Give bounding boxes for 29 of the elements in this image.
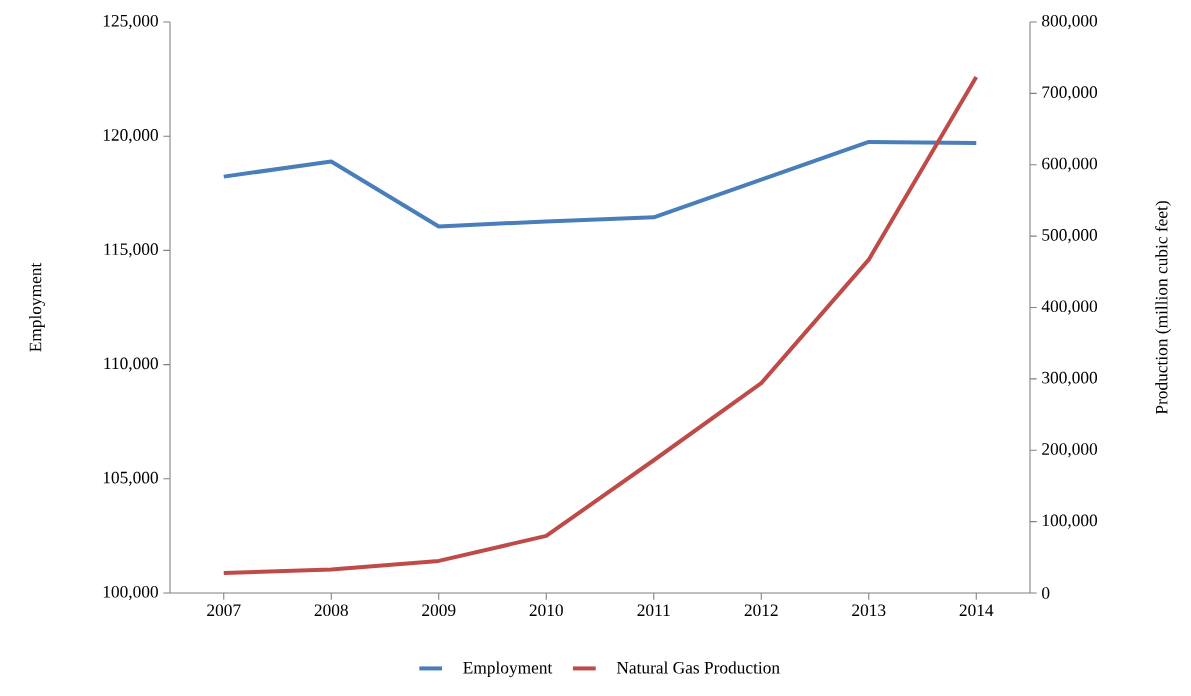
x-tick-label: 2010 <box>529 604 563 617</box>
y2-tick-label: 600,000 <box>1042 157 1098 172</box>
y-tick-label: 125,000 <box>103 14 158 30</box>
y2-tick-label: 200,000 <box>1042 443 1098 458</box>
x-tick-label: 2009 <box>422 604 456 617</box>
x-tick-label: 2008 <box>314 604 348 617</box>
legend-label: Natural Gas Production <box>616 661 780 674</box>
y-tick-label: 120,000 <box>103 129 158 144</box>
y2-axis-title: Production (million cubic feet) <box>1155 201 1171 415</box>
y2-tick-label: 700,000 <box>1042 86 1098 101</box>
y-tick-label: 105,000 <box>103 471 158 486</box>
x-tick-label: 2012 <box>744 604 778 617</box>
x-tick-label: 2011 <box>637 604 670 617</box>
y2-tick-label: 300,000 <box>1042 371 1098 386</box>
y2-tick-label: 800,000 <box>1042 14 1098 30</box>
legend-label: Employment <box>463 661 553 678</box>
line-series <box>221 74 979 576</box>
y-tick-label: 110,000 <box>104 357 158 372</box>
y-tick-label: 115,000 <box>104 243 158 258</box>
y2-tick-label: 500,000 <box>1042 229 1098 244</box>
y2-tick-label: 0 <box>1042 587 1050 599</box>
line-series <box>221 139 979 229</box>
y2-tick-label: 100,000 <box>1042 514 1098 529</box>
y-tick-label: 100,000 <box>103 585 158 601</box>
y2-tick-label: 400,000 <box>1041 300 1098 315</box>
x-tick-label: 2014 <box>959 604 994 617</box>
x-tick-label: 2013 <box>852 604 886 617</box>
x-tick-label: 2007 <box>207 604 241 617</box>
y-axis-title: Employment <box>29 262 45 352</box>
